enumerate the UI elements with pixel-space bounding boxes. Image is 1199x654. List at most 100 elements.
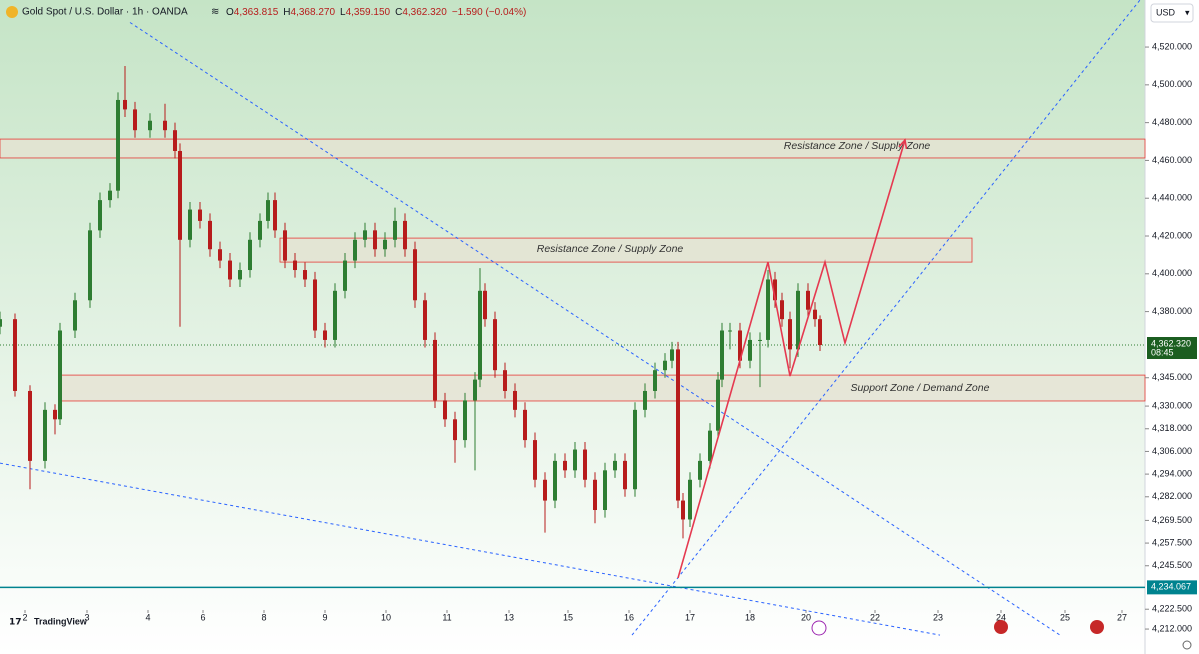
currency-box[interactable] [1150,3,1194,23]
x-tick-label: 10 [381,612,391,622]
candle-body [116,99,120,191]
y-tick-label: 4,480.000 [1152,117,1192,127]
candle-body [633,409,637,490]
zone [279,237,973,263]
candle-body [573,449,577,471]
ohlc-readout: O4,363.815 H4,368.270 L4,359.150 C4,362.320… [226,7,526,18]
candle-body [473,379,477,401]
ohlc-value: 4,359.150 [346,7,391,18]
candle-body [323,330,327,340]
x-tick-label: 6 [200,612,205,622]
y-tick-label: 4,294.000 [1152,468,1192,478]
y-tick-label: 4,440.000 [1152,193,1192,203]
candle-body [0,319,2,327]
x-tick-label: 2 [22,612,27,622]
y-tick-label: 4,245.500 [1152,560,1192,570]
candle-body [273,200,277,231]
candle-body [178,150,182,240]
x-tick-label: 3 [84,612,89,622]
candle-body [728,330,732,332]
symbol-icon [6,6,18,18]
candle-body [363,230,367,240]
candle-body [643,390,647,410]
y-tick-label: 4,330.000 [1152,400,1192,410]
candle-body [748,339,752,361]
candle-body [228,260,232,280]
x-tick-label: 17 [685,612,695,622]
candle-body [98,200,102,231]
x-tick-label: 11 [442,612,451,622]
zone-label: Resistance Zone / Supply Zone [784,140,931,152]
candle-body [453,419,457,441]
candle-body [663,360,667,371]
candle-body [603,470,607,511]
candle-body [593,479,597,511]
y-tick-label: 4,380.000 [1152,306,1192,316]
candle-body [681,500,685,520]
candle-body [503,370,507,391]
zone-label: Support Zone / Demand Zone [851,382,990,394]
candle-body [766,279,770,340]
currency-button[interactable]: USD ▾ [1150,3,1194,23]
event-icon[interactable] [811,620,827,636]
ohlc-change: −1.590 (−0.04%) [452,7,527,18]
candle-body [720,330,724,380]
ohlc-value: 4,363.815 [234,7,279,18]
candle-body [266,200,270,221]
candle-body [583,449,587,480]
y-tick-label: 4,306.000 [1152,446,1192,456]
header: Gold Spot / U.S. Dollar · 1h · OANDA ≋ O… [6,6,526,18]
candle-body [780,300,784,320]
symbol-title: Gold Spot / U.S. Dollar · 1h · OANDA [22,7,188,18]
x-tick-label: 13 [504,612,514,622]
x-tick-label: 18 [745,612,755,622]
brand: 𝟭𝟳 TradingView [9,616,88,626]
candle-body [188,209,192,240]
y-tick-label: 4,257.500 [1152,537,1192,547]
candle-body [13,319,17,391]
candle-body [108,190,112,201]
y-tick-label: 4,269.500 [1152,515,1192,525]
zone-label: Resistance Zone / Supply Zone [537,243,684,255]
candle-body [53,409,57,420]
candle-body [788,319,792,350]
candle-body [218,249,222,261]
candle-body [513,390,517,410]
candle-body [708,430,712,461]
ohlc-key: C [395,7,402,18]
x-tick-label: 15 [563,612,573,622]
candle-body [623,460,627,490]
candle-body [173,130,177,151]
x-tick-label: 22 [870,612,880,622]
candle-body [523,409,527,441]
y-tick-label: 4,420.000 [1152,230,1192,240]
candle-body [238,270,242,280]
settings-icon[interactable] [1182,640,1192,650]
flag-icon[interactable] [1090,620,1104,634]
candle-body [813,309,817,320]
price-axis [1145,0,1199,654]
candle-body [806,290,810,310]
candle-body [613,460,617,471]
candle-body [653,370,657,391]
last-price-label: 4,362.320 [1151,338,1191,348]
candle-body [563,460,567,471]
x-tick-label: 27 [1117,612,1127,622]
candle-body [483,290,487,320]
flag-icon[interactable] [994,620,1008,634]
dropdown-caret[interactable]: ▾ [1185,7,1190,17]
candle-body [43,409,47,461]
candle-body [248,239,252,271]
ohlc-key: L [340,7,346,18]
candle-body [553,460,557,501]
plot-background [0,0,1145,654]
candle-body [258,220,262,240]
y-tick-label: 4,500.000 [1152,79,1192,89]
currency-label[interactable]: USD [1156,7,1176,17]
candle-body [423,300,427,340]
candle-body [818,319,822,346]
candle-body [463,400,467,441]
candle-body [670,349,674,361]
projection-path [677,139,906,579]
